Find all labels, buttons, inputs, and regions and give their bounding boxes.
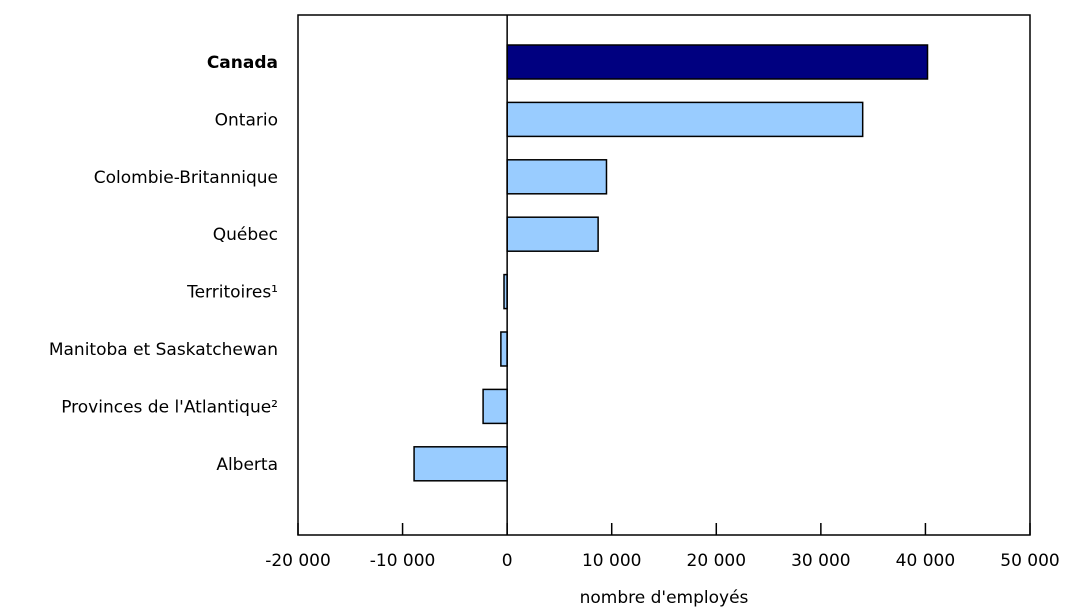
x-tick-label: 0 [502,551,513,571]
category-label-provinces-de-l-atlantique: Provinces de l'Atlantique² [61,397,278,417]
bar-provinces-de-l-atlantique [482,388,508,425]
x-tick-label: -10 000 [370,551,436,571]
x-tick-label: 20 000 [687,551,746,571]
category-label-colombie-britannique: Colombie-Britannique [94,168,278,188]
plot-frame [297,14,1031,536]
category-label-canada: Canada [207,53,278,73]
category-label-manitoba-et-saskatchewan: Manitoba et Saskatchewan [49,340,278,360]
category-label-territoires: Territoires¹ [186,283,278,303]
bar-ontario [506,101,864,138]
bar-alberta [413,446,508,482]
bar-canada [506,44,929,80]
bar-colombie-britannique [506,159,608,195]
bars [413,44,929,482]
x-axis-title: nombre d'employés [580,588,749,608]
category-label-quebec: Québec [213,225,278,245]
x-tick-label: -20 000 [265,551,331,571]
bar-manitoba-et-saskatchewan [500,331,508,367]
bar-quebec [506,216,599,252]
category-label-ontario: Ontario [215,110,278,130]
x-axis-ticks: -20 000 -10 000 0 10 000 20 000 30 000 40 000 5… [265,523,1060,571]
x-tick-label: 50 000 [1000,551,1059,571]
x-tick-label: 10 000 [582,551,641,571]
x-tick-label: 40 000 [896,551,955,571]
category-labels: Canada Ontario Colombie-Britannique Québec T… [49,53,278,475]
x-tick-label: 30 000 [791,551,850,571]
category-label-alberta: Alberta [216,455,278,475]
